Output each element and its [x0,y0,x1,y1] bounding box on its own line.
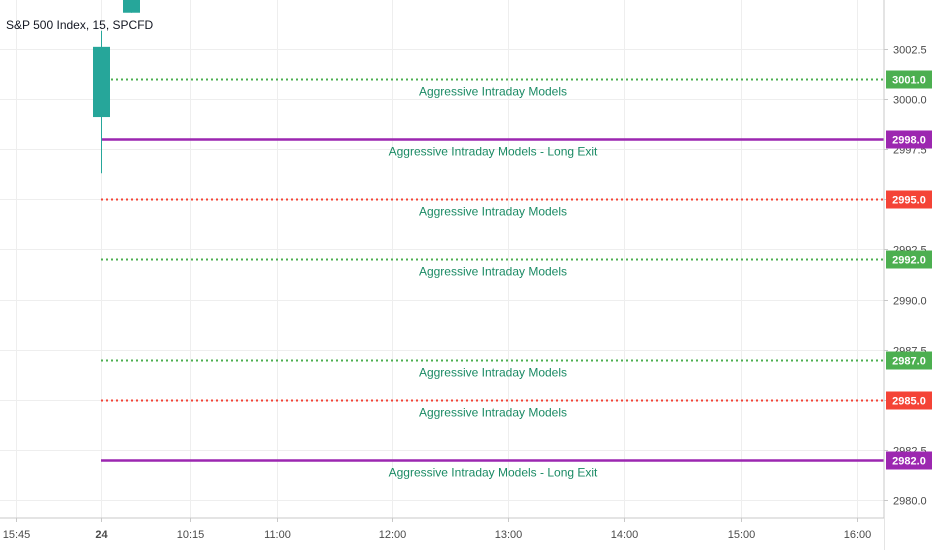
price-badge [886,250,932,269]
y-tick-label: 3002.5 [893,45,927,57]
x-tick-label: 10:15 [177,529,205,541]
price-badges: 3001.0 2998.0 2995.0 2992.0 2987.0 2985.0 2982… [886,70,932,470]
x-tick-label: 13:00 [495,529,523,541]
candle-body [123,0,140,13]
price-badge [886,451,932,470]
x-tick-label: 12:00 [379,529,407,541]
price-badge-text: 2998.0 [892,135,926,147]
level-label: Aggressive Intraday Models - Long Exit [389,466,598,480]
price-badge-text: 2987.0 [892,356,926,368]
x-tick-label: 15:45 [3,529,31,541]
price-badge [886,130,932,149]
chart-title: S&P 500 Index, 15, SPCFD [6,18,154,32]
x-tick-label: 16:00 [844,529,872,541]
price-badge-text: 3001.0 [892,75,926,87]
price-badge [886,190,932,209]
level-label: Aggressive Intraday Models [419,265,567,279]
x-tick-label: 11:00 [264,529,291,541]
level-label: Aggressive Intraday Models [419,85,567,99]
time-axis-background [0,518,884,550]
price-levels: Aggressive Intraday Models Aggressive Int… [101,78,884,480]
x-tick-label: 15:00 [728,529,756,541]
level-label: Aggressive Intraday Models [419,205,567,219]
price-badge [886,70,932,89]
x-tick-label: 14:00 [611,529,639,541]
level-label: Aggressive Intraday Models [419,366,567,380]
price-badge-text: 2982.0 [892,456,926,468]
price-badge [886,391,932,410]
level-label: Aggressive Intraday Models [419,406,567,420]
price-badge [886,351,932,370]
y-tick-label: 2980.0 [893,496,927,508]
candle-body [93,46,110,118]
level-label: Aggressive Intraday Models - Long Exit [389,145,598,159]
y-tick-label: 2990.0 [893,296,927,308]
time-axis[interactable]: 15:45 24 10:15 11:00 12:00 13:00 14:00 15:00 16:… [3,518,872,541]
y-tick-label: 3000.0 [893,95,927,107]
price-badge-text: 2985.0 [892,396,926,408]
x-tick-label: 24 [95,529,108,541]
price-badge-text: 2992.0 [892,255,926,267]
price-badge-text: 2995.0 [892,195,926,207]
